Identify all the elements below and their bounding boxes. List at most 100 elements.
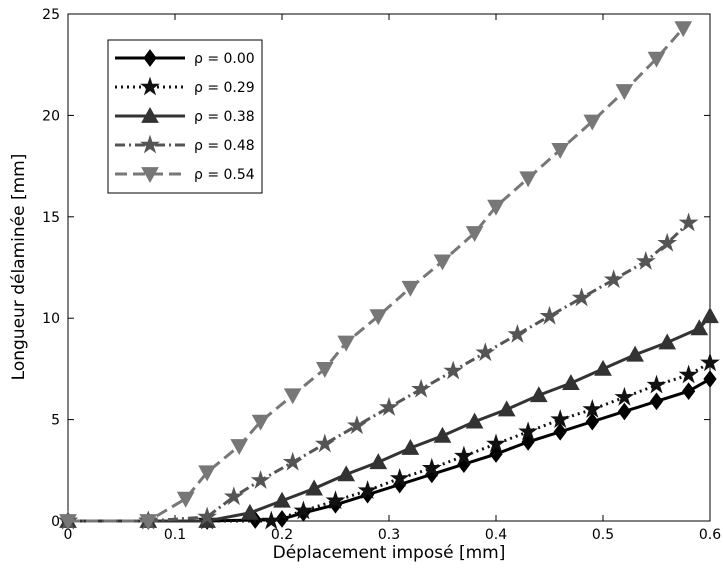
marker: [369, 453, 388, 470]
marker: [282, 451, 303, 471]
marker: [421, 457, 442, 477]
y-axis-label: Longueur délaminée [mm]: [9, 154, 29, 381]
marker: [519, 171, 537, 188]
legend-marker: [141, 167, 159, 184]
marker: [690, 319, 709, 336]
marker: [507, 324, 528, 343]
marker: [443, 360, 464, 380]
marker: [617, 402, 632, 421]
marker: [389, 467, 410, 487]
marker: [657, 232, 678, 252]
marker: [176, 491, 195, 508]
marker: [647, 51, 666, 68]
marker: [658, 333, 677, 350]
marker: [486, 433, 506, 453]
marker: [585, 412, 599, 431]
marker: [674, 21, 693, 38]
y-tick-label: 15: [42, 210, 60, 226]
legend-label: ρ = 0.48: [194, 138, 255, 154]
marker: [615, 84, 634, 101]
marker: [703, 370, 717, 388]
y-tick-label: 5: [51, 413, 60, 429]
marker: [562, 374, 580, 390]
marker: [283, 388, 302, 405]
legend-label: ρ = 0.00: [194, 51, 255, 67]
y-tick-label: 10: [42, 311, 60, 327]
marker: [614, 386, 635, 406]
marker: [230, 439, 249, 455]
marker: [305, 479, 323, 496]
marker: [223, 486, 244, 506]
x-tick-label: 0.1: [164, 527, 186, 543]
marker: [337, 335, 356, 352]
marker: [337, 465, 356, 482]
marker: [197, 506, 218, 526]
marker: [626, 345, 644, 362]
marker: [487, 199, 505, 216]
marker: [583, 114, 602, 131]
x-tick-label: 0.6: [699, 527, 721, 543]
legend-label: ρ = 0.29: [194, 80, 255, 96]
marker: [529, 386, 548, 403]
marker: [649, 392, 664, 411]
y-tick-label: 20: [42, 108, 60, 124]
marker: [251, 414, 270, 431]
marker: [465, 226, 484, 243]
marker: [369, 309, 388, 326]
marker: [635, 250, 656, 270]
marker: [261, 510, 282, 530]
marker: [379, 397, 399, 416]
marker: [646, 374, 667, 394]
marker: [453, 445, 474, 465]
marker: [550, 409, 571, 429]
marker: [700, 352, 720, 372]
marker: [678, 364, 699, 384]
marker: [250, 470, 271, 489]
marker: [465, 412, 484, 429]
marker: [315, 362, 334, 378]
marker: [475, 342, 496, 362]
y-tick-label: 0: [51, 514, 60, 530]
marker: [411, 378, 432, 398]
legend-label: ρ = 0.38: [194, 109, 255, 125]
legend-marker: [140, 76, 160, 96]
marker: [553, 422, 567, 441]
marker: [325, 490, 346, 510]
legend-marker: [140, 134, 160, 154]
marker: [401, 438, 420, 455]
marker: [357, 480, 378, 500]
marker: [582, 399, 603, 418]
marker: [401, 280, 420, 297]
x-axis-label: Déplacement imposé [mm]: [273, 543, 506, 563]
marker: [241, 503, 259, 520]
x-tick-label: 0.4: [485, 527, 507, 543]
marker: [571, 287, 592, 307]
marker: [594, 359, 612, 376]
x-tick-label: 0.5: [592, 527, 614, 543]
marker: [314, 433, 335, 453]
marker: [273, 491, 291, 508]
marker: [433, 426, 452, 443]
marker: [603, 269, 624, 289]
legend-label: ρ = 0.54: [194, 167, 255, 183]
marker: [678, 212, 699, 232]
marker: [198, 465, 216, 482]
marker: [518, 421, 539, 441]
x-tick-label: 0.2: [271, 527, 293, 543]
marker: [275, 510, 289, 528]
marker: [497, 400, 516, 417]
marker: [681, 382, 696, 401]
legend-marker: [141, 106, 159, 123]
legend-marker: [143, 49, 157, 67]
y-tick-label: 25: [42, 7, 60, 23]
x-tick-label: 0.3: [378, 527, 400, 543]
marker: [346, 415, 367, 435]
marker: [59, 514, 77, 531]
marker: [293, 500, 314, 520]
marker: [551, 142, 570, 159]
marker: [701, 307, 719, 324]
marker: [539, 305, 560, 325]
x-tick-label: 0: [64, 527, 73, 543]
marker: [433, 254, 452, 271]
